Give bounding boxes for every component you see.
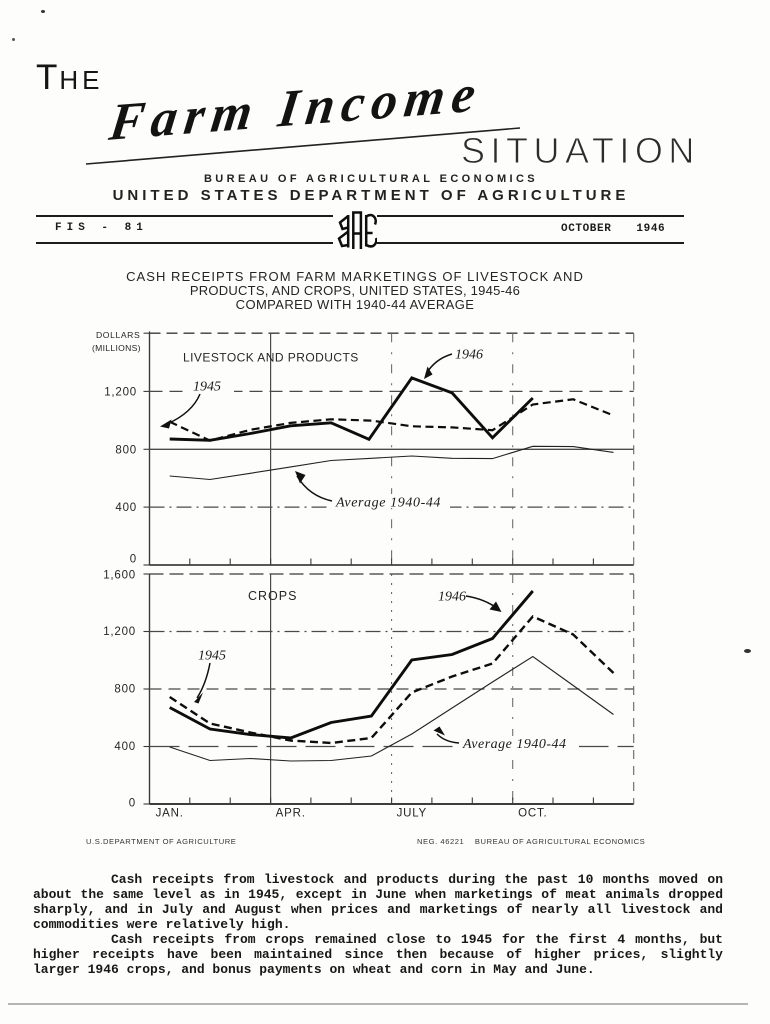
svg-text:APR.: APR. xyxy=(276,808,306,820)
svg-text:DOLLARS: DOLLARS xyxy=(96,330,140,340)
svg-text:1945: 1945 xyxy=(198,649,226,664)
svg-text:NEG. 46221 BUREAU OF AGRICU: NEG. 46221 BUREAU OF AGRICULTURAL ECONOM… xyxy=(417,837,645,846)
svg-text:1,200: 1,200 xyxy=(104,386,137,398)
svg-text:CROPS: CROPS xyxy=(248,589,297,603)
svg-text:800: 800 xyxy=(115,444,137,456)
svg-text:Average 1940-44: Average 1940-44 xyxy=(335,496,441,511)
svg-text:JULY: JULY xyxy=(397,808,427,820)
svg-text:1945: 1945 xyxy=(193,380,221,395)
svg-text:OCT.: OCT. xyxy=(518,808,547,820)
svg-text:400: 400 xyxy=(115,502,137,514)
svg-text:U.S.DEPARTMENT OF AGRICULTURE: U.S.DEPARTMENT OF AGRICULTURE xyxy=(86,837,236,846)
svg-text:800: 800 xyxy=(114,684,136,696)
svg-text:0: 0 xyxy=(130,554,137,566)
svg-text:Average 1940-44: Average 1940-44 xyxy=(462,737,567,752)
svg-text:LIVESTOCK AND PRODUCTS: LIVESTOCK AND PRODUCTS xyxy=(183,351,359,365)
svg-text:1,200: 1,200 xyxy=(103,626,136,638)
svg-text:400: 400 xyxy=(114,741,136,753)
svg-text:(MILLIONS): (MILLIONS) xyxy=(92,343,141,353)
svg-text:0: 0 xyxy=(129,798,136,810)
svg-text:1946: 1946 xyxy=(455,348,483,363)
svg-text:1,600: 1,600 xyxy=(103,570,136,582)
svg-text:JAN.: JAN. xyxy=(156,808,184,820)
svg-text:1946: 1946 xyxy=(438,590,466,605)
